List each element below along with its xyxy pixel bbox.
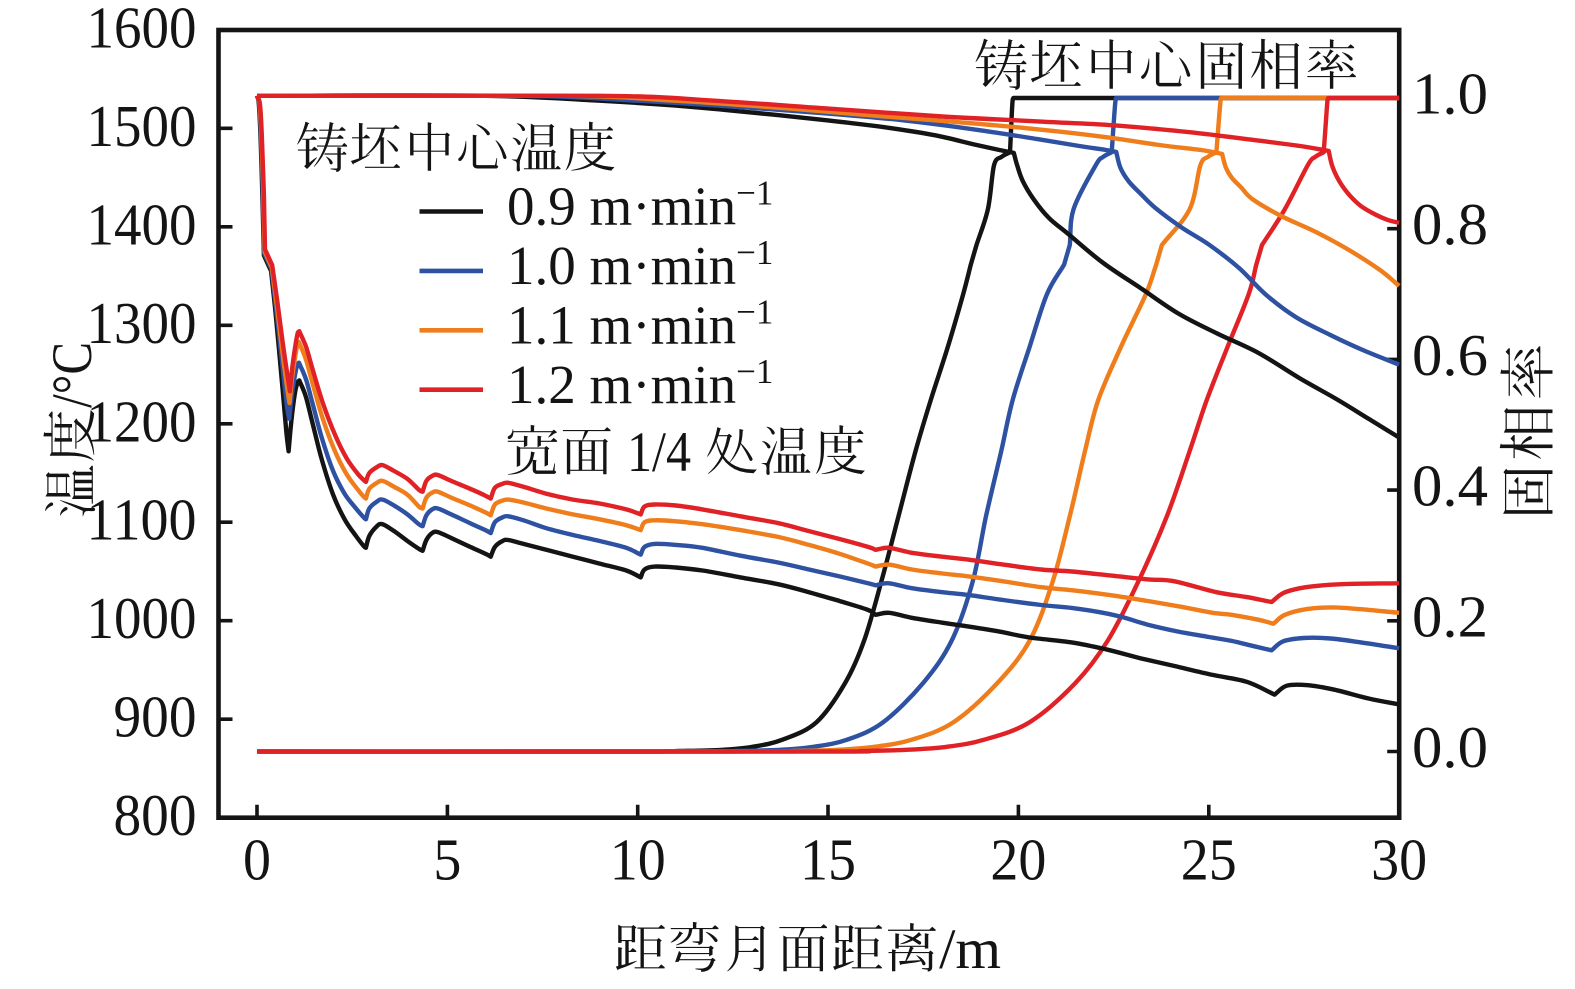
svg-text:30: 30	[1371, 827, 1427, 893]
svg-text:1300: 1300	[87, 290, 197, 356]
svg-text:0.6: 0.6	[1412, 322, 1488, 388]
svg-text:0: 0	[243, 827, 271, 893]
svg-text:1000: 1000	[87, 585, 197, 651]
svg-text:1600: 1600	[87, 0, 197, 60]
svg-text:1200: 1200	[87, 388, 197, 454]
svg-text:900: 900	[114, 684, 197, 750]
svg-text:0.9 m·min−1: 0.9 m·min−1	[507, 174, 773, 237]
svg-text:1.0: 1.0	[1412, 61, 1488, 127]
svg-text:1.0 m·min−1: 1.0 m·min−1	[507, 233, 773, 296]
svg-text:20: 20	[990, 827, 1046, 893]
svg-text:1100: 1100	[87, 487, 197, 553]
svg-text:25: 25	[1181, 827, 1237, 893]
svg-text:1.1 m·min−1: 1.1 m·min−1	[507, 293, 773, 356]
svg-text:0.8: 0.8	[1412, 191, 1488, 257]
svg-text:800: 800	[114, 782, 197, 848]
svg-text:0.4: 0.4	[1412, 453, 1488, 519]
svg-text:15: 15	[800, 827, 856, 893]
svg-text:1.2 m·min−1: 1.2 m·min−1	[507, 352, 773, 415]
svg-text:0.0: 0.0	[1412, 714, 1488, 780]
svg-text:5: 5	[433, 827, 461, 893]
svg-text:1400: 1400	[87, 191, 197, 257]
svg-text:/°C: /°C	[41, 342, 104, 408]
svg-text:10: 10	[610, 827, 666, 893]
svg-text:1/4: 1/4	[627, 421, 691, 484]
svg-text:0.2: 0.2	[1412, 583, 1488, 649]
svg-text:/m: /m	[939, 918, 1001, 981]
svg-text:1500: 1500	[87, 93, 197, 159]
